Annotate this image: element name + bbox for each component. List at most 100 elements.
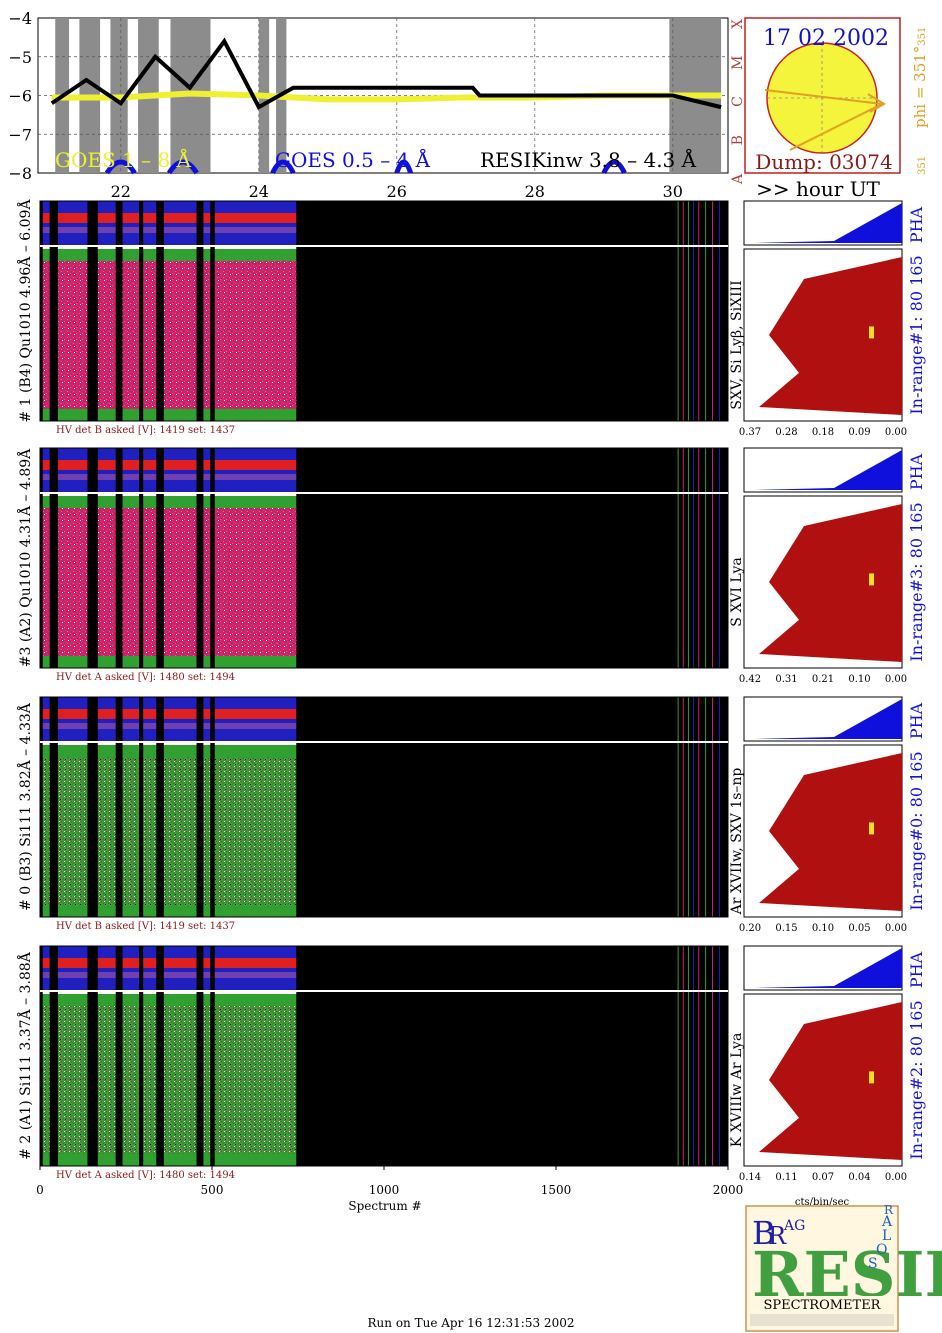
line-histogram <box>759 753 902 911</box>
logo-solar-s: S <box>868 1256 878 1272</box>
phi-bottom: 351 <box>917 156 928 175</box>
flare-class-labels: X M C B A <box>730 19 746 185</box>
goes-chart: −4 −5 −6 −7 −8 22 24 26 28 30 X M C B A GOES 1 – 8 Å… <box>8 9 746 201</box>
spectrum-gap <box>87 201 98 421</box>
line-histogram <box>759 504 902 662</box>
ylabel-group: # 1 (B4) Qu1010 4.96Å – 6.09Å <box>16 199 34 423</box>
spectrum-panel: HV det A asked [V]: 1480 set: 1494 # 2 (A… <box>16 945 926 1183</box>
logo-letter-r: R <box>768 1222 787 1250</box>
goes-x-tick: 26 <box>387 182 407 201</box>
inrange-label: In-range#1: 80 165 <box>907 255 926 414</box>
range-marker <box>869 326 874 339</box>
legend-goes-long: GOES 1 – 8 Å <box>55 147 192 172</box>
series-goes-short <box>601 159 627 175</box>
spectrum-gap <box>139 697 144 917</box>
spectrum-tick: 2000 <box>713 1183 744 1197</box>
spectrum-gap <box>49 946 58 1166</box>
lines-label-group: S XVI Lya <box>729 557 745 626</box>
goes-x-tick: 28 <box>525 182 545 201</box>
pha-label-group: PHA <box>907 951 926 988</box>
hv-status: HV det A asked [V]: 1480 set: 1494 <box>56 672 235 683</box>
hist-tick: 0.15 <box>775 923 797 934</box>
hist-tick: 0.10 <box>812 923 834 934</box>
inrange-label-group: In-range#3: 80 165 <box>907 502 926 661</box>
hist-tick: 0.00 <box>885 427 907 438</box>
inrange-label-group: In-range#1: 80 165 <box>907 255 926 414</box>
line-histogram <box>759 1002 902 1160</box>
class-letter: C <box>730 96 746 107</box>
class-label: M <box>730 56 746 70</box>
hist-tick: 0.05 <box>848 923 870 934</box>
spectrum-gap <box>87 448 98 668</box>
spectrum-gap <box>196 697 204 917</box>
pha-label: PHA <box>907 951 926 988</box>
spectrum-gap <box>139 448 144 668</box>
hist-tick: 0.00 <box>885 923 907 934</box>
spectrum-gap <box>49 201 58 421</box>
spectrum-panel: HV det B asked [V]: 1419 set: 1437 # 0 (B… <box>16 696 926 934</box>
range-marker <box>869 822 874 835</box>
pha-label: PHA <box>907 702 926 739</box>
spectrum-gap <box>296 946 728 1166</box>
spectrum-gap <box>139 946 144 1166</box>
panel-ylabel: # 2 (A1) Si111 3.37Å – 3.88Å <box>16 951 34 1160</box>
goes-x-ticks: 22 24 26 28 30 <box>111 182 683 201</box>
spectrum-gap <box>87 697 98 917</box>
spectrum-gap <box>210 946 215 1166</box>
lines-label-group: Ar XVIIw, SXV 1s–np <box>729 768 745 916</box>
logo-solar-r: R <box>884 1203 894 1217</box>
goes-y-tick: −7 <box>8 125 32 144</box>
panel-ylabel: # 1 (B4) Qu1010 4.96Å – 6.09Å <box>16 199 34 423</box>
hist-tick: 0.37 <box>739 427 761 438</box>
spectrum-tick: 500 <box>201 1183 224 1197</box>
run-timestamp: Run on Tue Apr 16 12:31:53 2002 <box>367 1316 575 1330</box>
spectrum-gap <box>115 697 123 917</box>
class-letter: M <box>730 56 746 70</box>
range-marker <box>869 573 874 586</box>
class-label: C <box>730 96 746 107</box>
hist-tick: 0.10 <box>848 674 870 685</box>
spectrum-gap <box>49 697 58 917</box>
spectrum-gap <box>296 448 728 668</box>
spectrum-gap <box>156 448 164 668</box>
goes-y-tick: −4 <box>8 9 32 28</box>
spectrum-gap <box>40 946 43 1166</box>
panel-frame <box>39 200 729 422</box>
goes-y-ticks: −4 −5 −6 −7 −8 <box>8 9 32 183</box>
inrange-label: In-range#0: 80 165 <box>907 751 926 910</box>
spectrum-x-axis: 0 500 1000 1500 2000 <box>36 1164 743 1197</box>
class-letter: B <box>730 135 746 145</box>
logo-solar-a: A <box>881 1214 893 1230</box>
ylabel-group: # 2 (A1) Si111 3.37Å – 3.88Å <box>16 951 34 1160</box>
hist-tick: 0.31 <box>775 674 797 685</box>
spectrum-gap <box>156 697 164 917</box>
pha-histogram <box>754 948 902 988</box>
phi-angle: phi = 351°351 <box>911 27 929 128</box>
class-label: A <box>730 173 746 185</box>
resik-logo: B R AG RESIK S O L A R SPECTROMETER <box>745 1203 942 1332</box>
hist-tick: 0.00 <box>885 674 907 685</box>
spectrum-gap <box>40 201 43 421</box>
pha-label-group: PHA <box>907 702 926 739</box>
spectrum-panels: HV det B asked [V]: 1419 set: 1437 # 1 (B… <box>16 199 926 1183</box>
pha-histogram <box>754 699 902 739</box>
logo-letter-b: B <box>752 1214 776 1252</box>
spectrum-gap <box>115 448 123 668</box>
goes-x-tick: 30 <box>663 182 683 201</box>
series-goes-short <box>270 159 296 175</box>
lines-label-group: SXV, Si Lyβ, SiXIII <box>729 280 745 409</box>
class-label: X <box>730 19 746 29</box>
hour-ut-label: >> hour UT <box>756 177 880 201</box>
hist-tick: 0.09 <box>848 427 870 438</box>
hist-tick: 0.42 <box>739 674 761 685</box>
series-resik <box>50 37 722 110</box>
panel-ylabel: # 0 (B3) Si111 3.82Å – 4.33Å <box>16 702 34 911</box>
pha-label-group: PHA <box>907 206 926 243</box>
spectrum-gap <box>115 201 123 421</box>
range-marker <box>869 1071 874 1084</box>
class-letter: A <box>730 173 746 185</box>
spectrum-gap <box>40 448 43 668</box>
spectrum-panel: HV det A asked [V]: 1480 set: 1494 #3 (A2… <box>16 447 926 685</box>
series-goes-short <box>394 159 413 174</box>
